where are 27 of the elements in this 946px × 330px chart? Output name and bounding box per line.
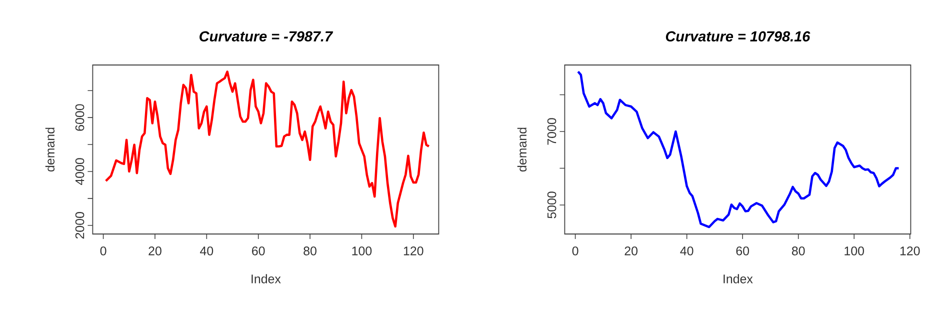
x-tick-label: 0 <box>100 246 106 256</box>
y-tick-label: 2000 <box>75 212 84 239</box>
x-tick-label: 60 <box>736 246 750 256</box>
x-tick-label: 120 <box>900 246 920 256</box>
x-axis-title: Index <box>252 274 281 284</box>
y-axis-title: demand <box>45 128 55 172</box>
x-tick-label: 80 <box>304 246 316 256</box>
x-tick-label: 100 <box>844 246 864 256</box>
y-tick-label: 6000 <box>75 104 84 131</box>
y-tick-label: 5000 <box>547 192 556 218</box>
x-tick-label: 100 <box>352 246 372 256</box>
x-tick-label: 80 <box>792 246 805 256</box>
line-series <box>576 70 900 228</box>
x-tick-label: 60 <box>252 246 265 256</box>
x-tick-label: 40 <box>680 246 694 256</box>
line-series <box>104 70 430 228</box>
x-tick-label: 40 <box>200 246 214 256</box>
x-tick-label: 20 <box>624 246 638 256</box>
chart-title: Curvature = -7987.7 <box>200 31 334 42</box>
y-axis-title: demand <box>517 128 527 172</box>
x-tick-label: 120 <box>404 246 424 256</box>
x-axis-title: Index <box>724 274 753 284</box>
chart-title: Curvature = 10798.16 <box>666 31 810 42</box>
y-tick-label: 7000 <box>547 118 556 145</box>
x-tick-label: 20 <box>148 246 162 256</box>
y-tick-label: 4000 <box>75 158 84 186</box>
x-tick-label: 0 <box>572 246 578 256</box>
